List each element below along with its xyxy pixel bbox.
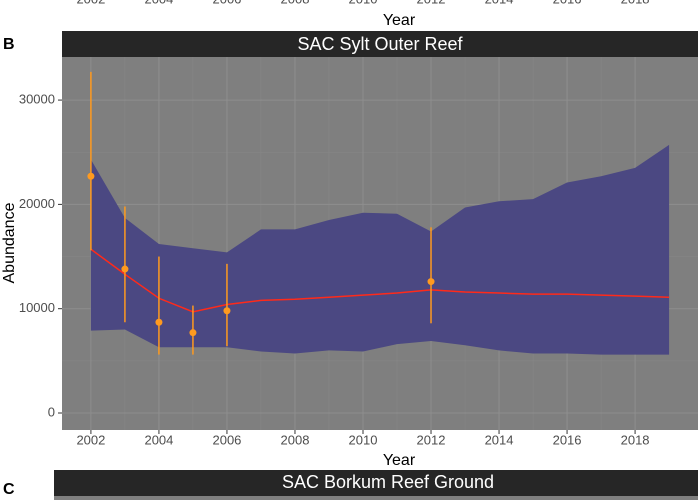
point: [427, 278, 435, 286]
panel-title: SAC Borkum Reef Ground: [282, 472, 494, 492]
x-tick-label: 2012: [417, 432, 446, 447]
x-tick-label: 2002: [76, 0, 105, 6]
x-tick-label: 2018: [621, 0, 650, 6]
strip: [54, 470, 698, 496]
x-tick-label: 2014: [485, 0, 514, 6]
x-tick-label: 2014: [485, 432, 514, 447]
y-tick-label: 30000: [19, 92, 55, 107]
y-tick-label: 0: [48, 404, 55, 419]
x-tick-label: 2010: [349, 0, 378, 6]
panel-tag: C: [3, 481, 15, 498]
y-tick-label: 20000: [19, 196, 55, 211]
x-tick-label: 2002: [76, 432, 105, 447]
x-axis-title: Year: [383, 452, 416, 469]
x-tick-label: 2004: [144, 0, 173, 6]
point: [223, 307, 231, 315]
panel-tag: B: [3, 36, 15, 53]
x-tick-label: 2008: [281, 432, 310, 447]
panel-title: SAC Sylt Outer Reef: [297, 34, 463, 54]
plot-background: [54, 496, 698, 500]
x-tick-label: 2008: [281, 0, 310, 6]
point: [189, 329, 197, 337]
point: [155, 318, 163, 326]
y-axis-title: Abundance: [1, 202, 18, 283]
x-tick-label: 2012: [417, 0, 446, 6]
x-tick-label: 2004: [144, 432, 173, 447]
x-tick-label: 2006: [212, 0, 241, 6]
x-tick-label: 2006: [212, 432, 241, 447]
confidence-band: [90, 144, 670, 355]
x-tick-label: 2016: [553, 432, 582, 447]
trend-line: [90, 248, 670, 313]
y-tick-label: 10000: [19, 300, 55, 315]
point: [87, 172, 95, 180]
x-tick-label: 2018: [621, 432, 650, 447]
x-tick-label: 2010: [349, 432, 378, 447]
point: [121, 265, 129, 273]
x-tick-label: 2016: [553, 0, 582, 6]
strip: [62, 31, 698, 57]
x-axis-title: Year: [383, 12, 416, 29]
